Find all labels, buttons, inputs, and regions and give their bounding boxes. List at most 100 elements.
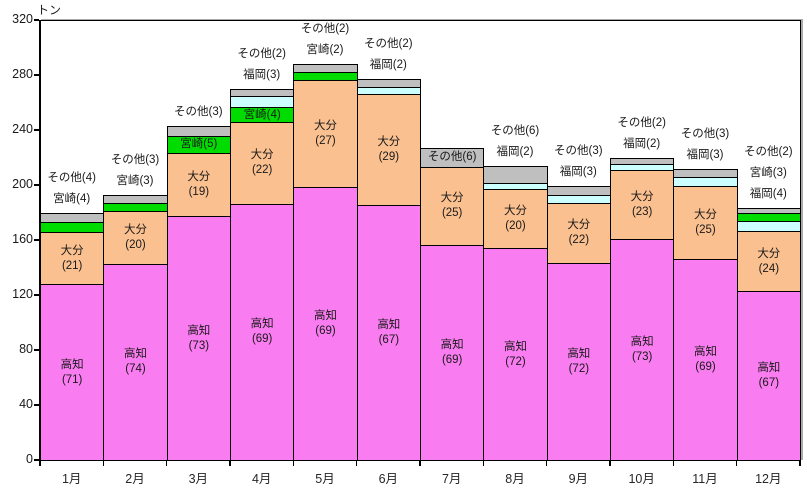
- segment-label-pct: (72): [505, 355, 526, 368]
- bar-segment-大分: 大分 (22): [230, 122, 295, 205]
- y-axis-tick-label: 280: [12, 67, 33, 81]
- x-axis-tick-mark: [292, 461, 295, 466]
- y-axis-tick-mark: [34, 129, 39, 131]
- x-axis-tick-mark: [102, 461, 105, 466]
- x-axis-tick-mark: [799, 461, 801, 466]
- bar-segment-大分: 大分 (22): [546, 202, 611, 264]
- x-axis-category-label: 5月: [315, 472, 335, 486]
- x-axis-category-label: 11月: [692, 472, 718, 486]
- y-axis-tick-label: 120: [12, 287, 33, 301]
- segment-label-pct: (69): [695, 360, 716, 373]
- segment-label-name: 高知: [693, 345, 717, 358]
- x-axis-tick-mark: [39, 461, 41, 466]
- segment-label-pct: (73): [631, 351, 653, 364]
- segment-label-name: 大分: [503, 205, 527, 218]
- segment-label-pct: (69): [251, 333, 273, 346]
- bar-segment-福岡: [610, 163, 675, 171]
- bar-segment-その他: その他(6): [420, 147, 485, 168]
- y-axis-tick-label: 240: [12, 122, 33, 136]
- segment-label-name: 大分: [60, 244, 84, 257]
- bar-segment-大分: 大分 (25): [673, 185, 738, 260]
- above-bar-labels: その他(2) 宮崎(3) 福岡(4): [737, 142, 800, 205]
- above-bar-labels: その他(2) 福岡(2): [610, 113, 673, 155]
- segment-label-name: 大分: [377, 136, 401, 149]
- x-axis-tick-mark: [355, 461, 358, 466]
- segment-label-name: 大分: [123, 223, 147, 236]
- y-axis-tick-label: 80: [19, 342, 33, 356]
- segment-label-pct: (74): [125, 363, 146, 376]
- segment-label-pct: (20): [505, 220, 526, 233]
- segment-label-pct: (67): [378, 333, 400, 346]
- bar-segment-その他: [293, 64, 358, 73]
- x-axis-category-label: 1月: [61, 472, 82, 486]
- above-bar-label: 福岡(4): [749, 188, 787, 201]
- segment-label-pct: (73): [188, 339, 210, 352]
- bar-segment-その他: [483, 165, 548, 185]
- y-axis-tick-mark: [34, 404, 39, 406]
- bar-segment-その他: [230, 88, 295, 98]
- above-bar-label: 福岡(3): [243, 68, 281, 81]
- bar-segment-宮崎: [293, 71, 358, 81]
- x-axis-category-label: 3月: [188, 472, 209, 486]
- bar-segment-大分: 大分 (19): [166, 152, 231, 218]
- above-bar-label: 宮崎(3): [116, 174, 154, 187]
- segment-label-pct: (25): [441, 207, 463, 220]
- segment-label-name: 高知: [630, 336, 654, 349]
- bar-segment-その他: [546, 186, 611, 196]
- bar-segment-大分: 大分 (20): [483, 189, 548, 250]
- bar-segment-その他: [673, 168, 738, 179]
- segment-label-name: 大分: [250, 149, 274, 162]
- segment-label-name: 高知: [123, 348, 147, 361]
- bar-segment-宮崎: [40, 222, 105, 234]
- y-axis-tick-label: 200: [12, 177, 33, 191]
- x-axis-tick-mark: [672, 461, 675, 466]
- bar-segment-高知: 高知 (67): [356, 204, 421, 461]
- bar-segment-高知: 高知 (72): [546, 262, 611, 461]
- segment-label-pct: (27): [315, 134, 336, 147]
- above-bar-label: その他(3): [174, 105, 223, 118]
- bar-segment-大分: 大分 (27): [293, 79, 358, 188]
- segment-label-pct: (29): [378, 151, 400, 164]
- segment-label-name: 高知: [313, 309, 337, 322]
- x-axis-tick-mark: [609, 461, 611, 466]
- bar-segment-福岡: [736, 220, 801, 233]
- y-axis-tick-mark: [34, 19, 39, 21]
- bar-segment-その他: [610, 157, 675, 165]
- bar-segment-高知: 高知 (73): [610, 239, 675, 461]
- x-axis-category-label: 12月: [755, 472, 782, 486]
- segment-label-name: 大分: [630, 190, 654, 203]
- above-bar-labels: その他(3): [167, 102, 230, 123]
- above-bar-label: 福岡(2): [623, 137, 661, 150]
- above-bar-label: 宮崎(3): [749, 167, 787, 180]
- y-axis-tick-mark: [34, 459, 39, 461]
- above-bar-label: 福岡(2): [369, 59, 407, 72]
- bar-segment-高知: 高知 (73): [166, 216, 231, 461]
- x-axis-tick-mark: [482, 461, 485, 466]
- x-axis-category-label: 6月: [378, 472, 399, 486]
- segment-label-name: 高知: [503, 340, 527, 353]
- y-axis-tick-label: 160: [12, 232, 33, 246]
- above-bar-label: 福岡(3): [559, 166, 597, 179]
- segment-label-pct: (22): [568, 234, 590, 247]
- segment-label-name: 高知: [440, 338, 464, 351]
- segment-label-pct: (25): [695, 223, 716, 236]
- segment-label-pct: (69): [441, 353, 463, 366]
- bar-segment-福岡: [546, 194, 611, 204]
- segment-label-pct: (71): [61, 373, 83, 386]
- above-bar-label: その他(4): [47, 171, 96, 184]
- y-axis-tick-label: 40: [19, 397, 33, 411]
- above-bar-label: 宮崎(4): [53, 192, 91, 205]
- bar-segment-大分: 大分 (29): [356, 94, 421, 206]
- bar-segment-その他: [103, 194, 168, 204]
- above-bar-labels: その他(2) 福岡(3): [230, 44, 293, 86]
- bar-segment-高知: 高知 (69): [673, 258, 738, 461]
- segment-label: 宮崎(5): [180, 138, 218, 151]
- above-bar-labels: その他(2) 福岡(2): [357, 34, 420, 76]
- bar-segment-宮崎: [103, 202, 168, 212]
- y-axis-tick-mark: [34, 184, 39, 186]
- bar-segment-高知: 高知 (72): [483, 248, 548, 461]
- segment-label-pct: (19): [188, 185, 210, 198]
- bar-segment-高知: 高知 (69): [420, 244, 485, 461]
- bar-segment-高知: 高知 (69): [293, 186, 358, 461]
- bar-segment-高知: 高知 (71): [40, 284, 105, 461]
